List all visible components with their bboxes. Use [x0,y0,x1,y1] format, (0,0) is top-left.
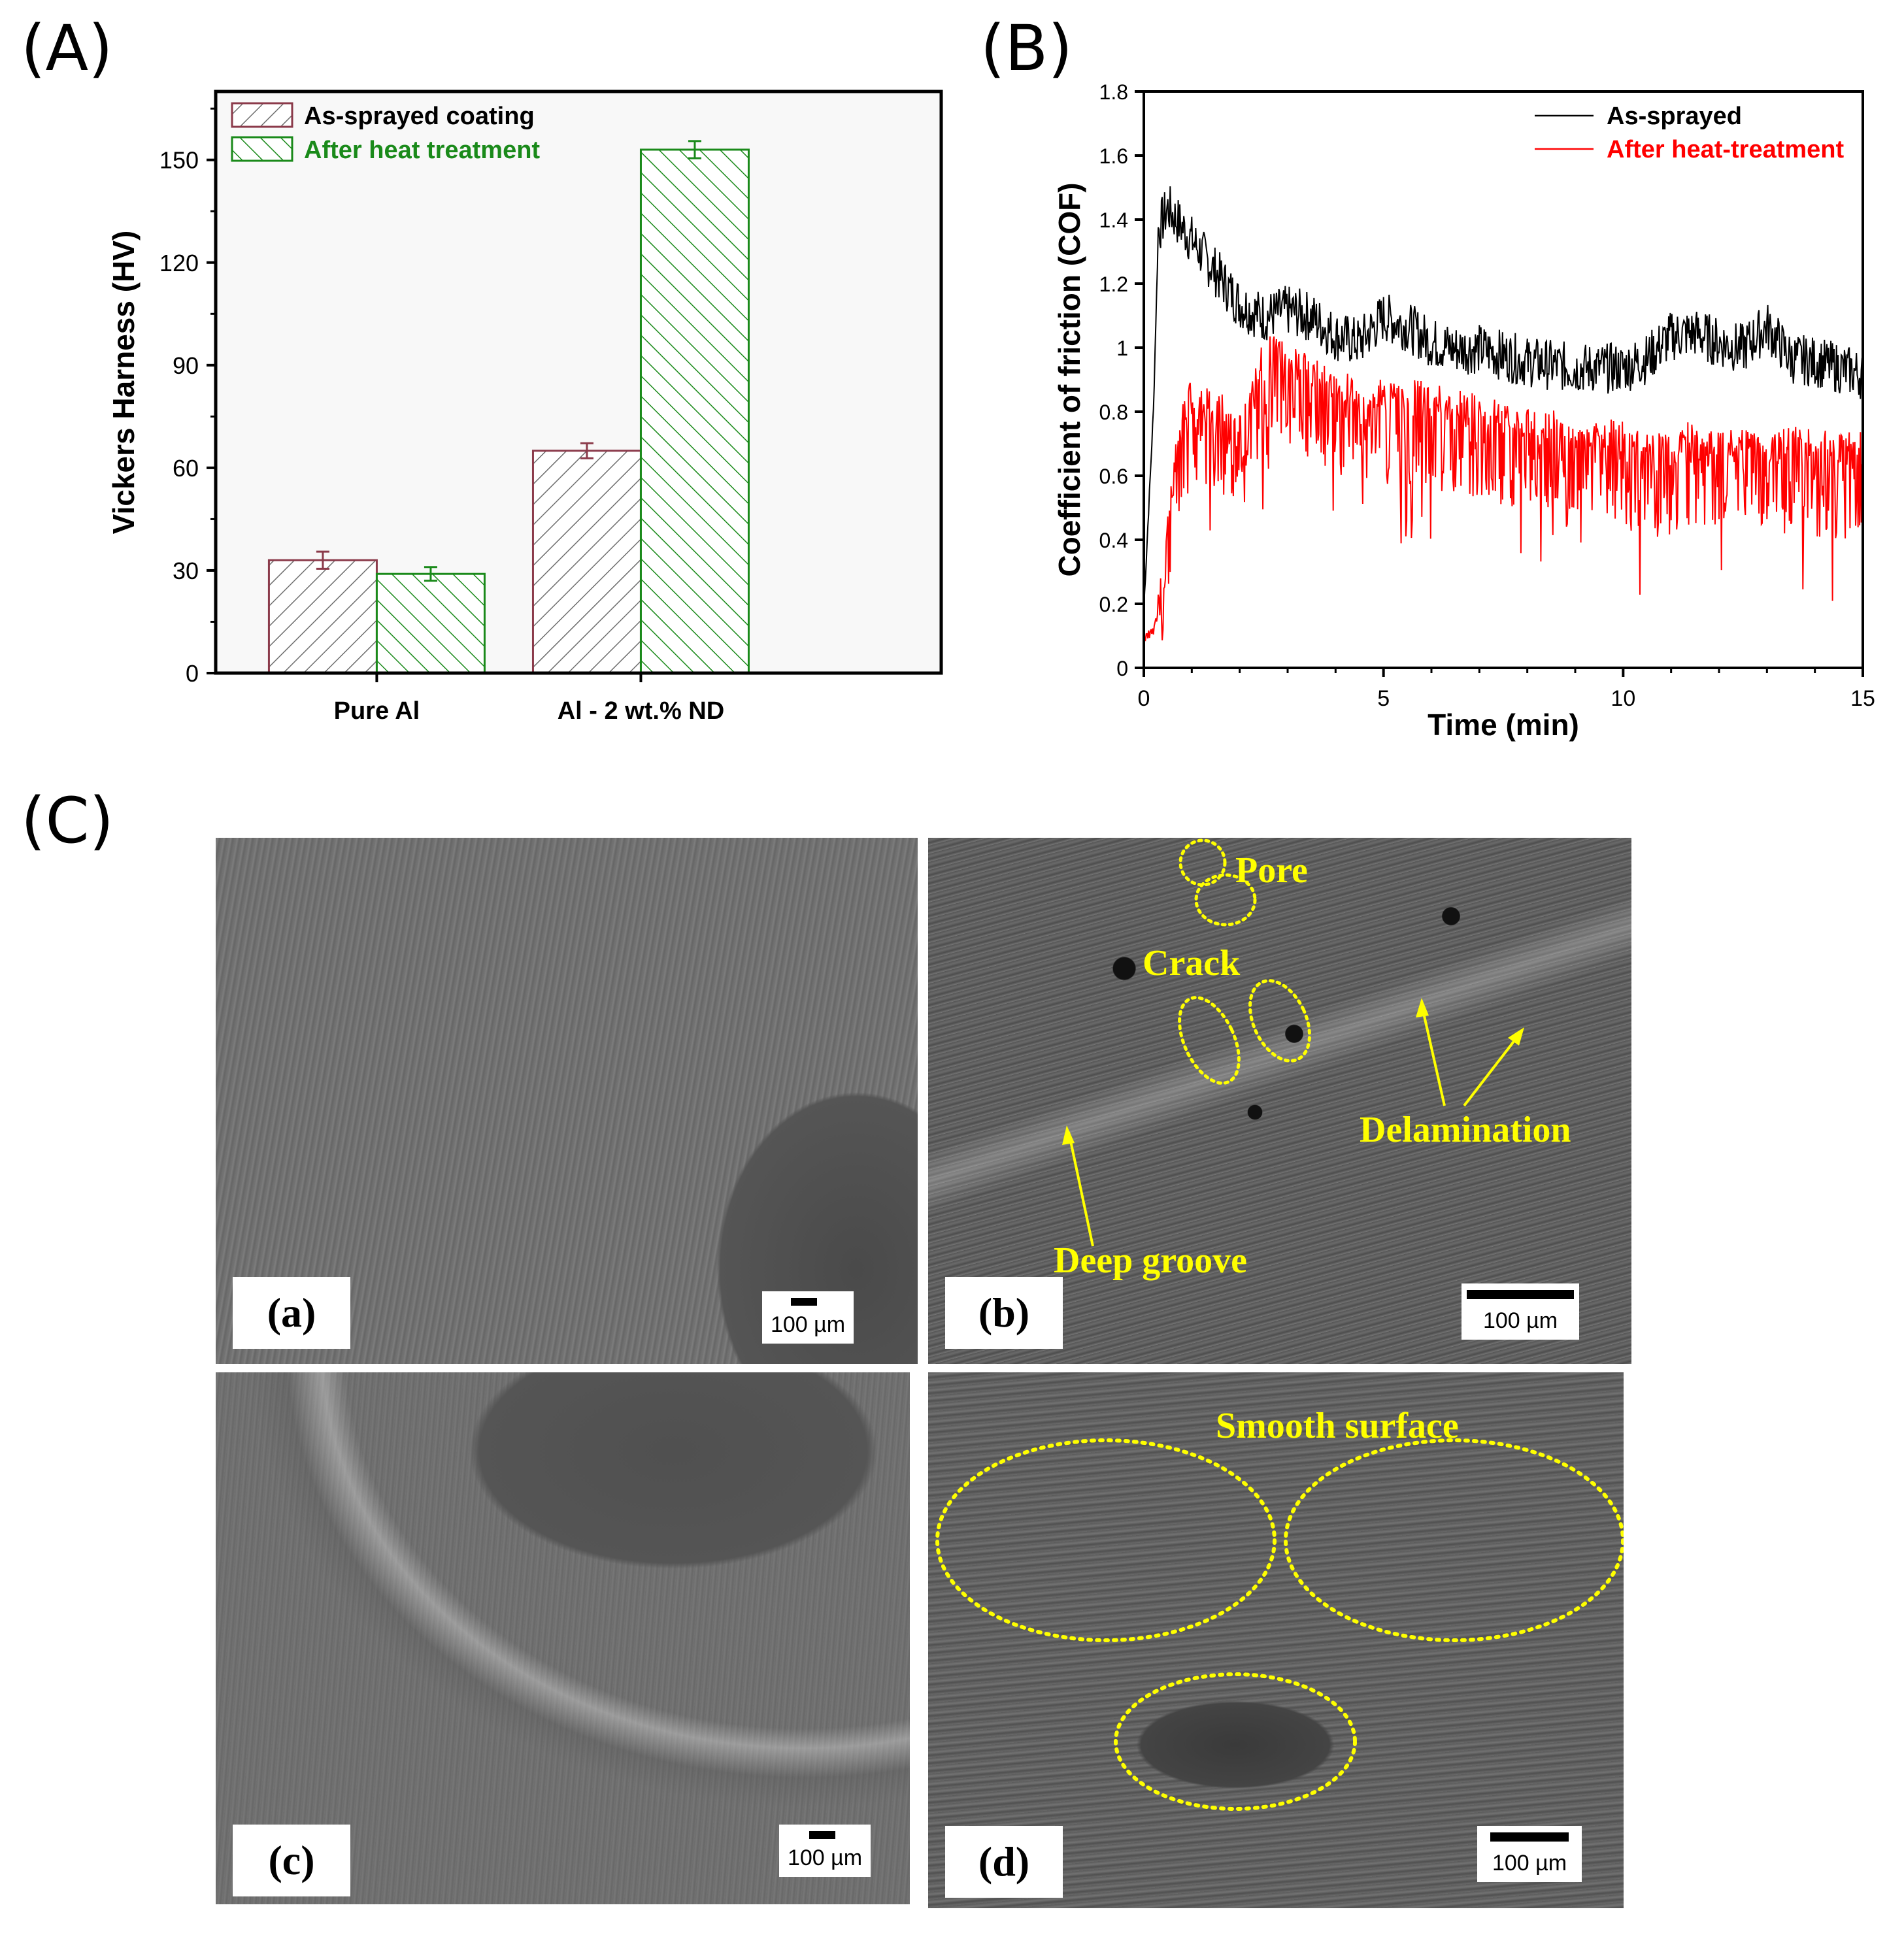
error-bar-0-1 [580,442,593,459]
y-tick-label: 1 [1116,337,1128,360]
bar-0-0 [267,559,378,674]
plot-frame [214,90,943,675]
y-tick-label: 0.6 [1099,465,1128,488]
sem-b-deep-groove-label: Deep groove [1054,1240,1247,1281]
sem-b-scalebar: 100 µm [1461,1283,1579,1340]
sem-b-scale-text: 100 µm [1482,1308,1558,1333]
sem-d-annotations [935,1438,1624,1811]
sem-a-label: (a) [233,1277,350,1349]
y-tick-label: 30 [173,557,199,584]
series-line-1 [1143,336,1863,642]
legend: As-sprayed coating After heat treatment [231,102,540,164]
sem-b-delamination-label: Delamination [1360,1110,1571,1150]
x-tick-label: 5 [1377,686,1390,711]
panel-label-c: (C) [21,784,114,857]
legend-label-heat-treated: After heat-treatment [1607,136,1845,163]
panel-label-b: (B) [980,12,1073,85]
sem-d-smooth-surface-label: Smooth surface [1216,1406,1459,1446]
sem-c-scalebar: 100 µm [779,1825,871,1877]
y-tick-label: 1.6 [1099,144,1128,168]
sem-image-b: Pore Crack Delamination Deep groove (b) … [928,838,1631,1364]
legend-label-heat-treated: After heat treatment [304,137,540,164]
sem-a-scalebar: 100 µm [762,1291,854,1344]
sem-b-pore-label: Pore [1235,850,1308,891]
sem-image-c: (c) 100 µm [216,1372,910,1904]
sem-b-label: (b) [945,1277,1063,1349]
panel-label-a: (A) [21,12,113,85]
bar-0-1 [531,450,642,674]
y-axis-label: Coefficient of friction (COF) [1052,182,1086,576]
y-tick-label: 1.8 [1099,80,1128,104]
legend-swatch-as-sprayed [231,102,293,128]
y-tick-label: 0.4 [1099,529,1128,552]
error-bar-0-0 [316,550,329,570]
x-tick-label: 10 [1611,686,1635,711]
y-tick-label: 90 [173,352,199,379]
y-tick-label: 0 [186,660,199,687]
x-tick-label: 15 [1850,686,1875,711]
sem-c-scale-text: 100 µm [787,1845,863,1870]
sem-b-annotations [1062,838,1524,1247]
bar-1-1 [639,148,750,674]
legend: As-sprayed After heat-treatment [1535,103,1845,163]
legend-label-as-sprayed: As-sprayed [1607,103,1742,130]
y-tick-label: 150 [159,147,199,174]
sem-d-label: (d) [945,1826,1063,1898]
y-tick-label: 1.4 [1099,208,1128,232]
legend-swatch-heat-treated [231,136,293,162]
y-tick-label: 0.8 [1099,401,1128,424]
sem-b-crack-label: Crack [1143,943,1241,984]
x-tick-label: Pure Al [334,697,420,725]
y-tick-label: 0 [1116,657,1128,680]
plot-background [1144,91,1863,668]
sem-image-a: (a) 100 µm [216,838,918,1364]
error-bar-1-0 [424,566,437,582]
sem-c-label: (c) [233,1825,350,1896]
sem-d-scale-text: 100 µm [1492,1851,1567,1876]
y-tick-label: 0.2 [1099,593,1128,616]
y-tick-label: 1.2 [1099,273,1128,296]
sem-image-d: Smooth surface (d) 100 µm [928,1372,1624,1908]
sem-d-scalebar: 100 µm [1477,1826,1582,1882]
sem-a-scale-text: 100 µm [770,1312,846,1337]
legend-label-as-sprayed: As-sprayed coating [304,103,535,130]
plot-frame [1143,90,1864,669]
y-axis-label: Vickers Harness (HV) [107,231,141,535]
y-tick-label: 120 [159,250,199,276]
bar-1-0 [375,572,486,674]
x-tick-label: Al - 2 wt.% ND [558,697,724,725]
x-axis-label: Time (min) [1428,708,1579,742]
vickers-hardness-bar-chart: Pure Al Al - 2 wt.% ND 0 30 60 90 120 150 As-sp… [107,90,943,725]
error-bar-1-1 [688,140,701,159]
series-line-0 [1143,186,1863,610]
y-tick-label: 60 [173,455,199,482]
x-tick-label: 0 [1138,686,1150,711]
coefficient-of-friction-line-chart: 0 5 10 15 0 0.2 0.4 0.6 0.8 1 1.2 1.4 1.6 1.8 As-spra… [1052,80,1875,742]
